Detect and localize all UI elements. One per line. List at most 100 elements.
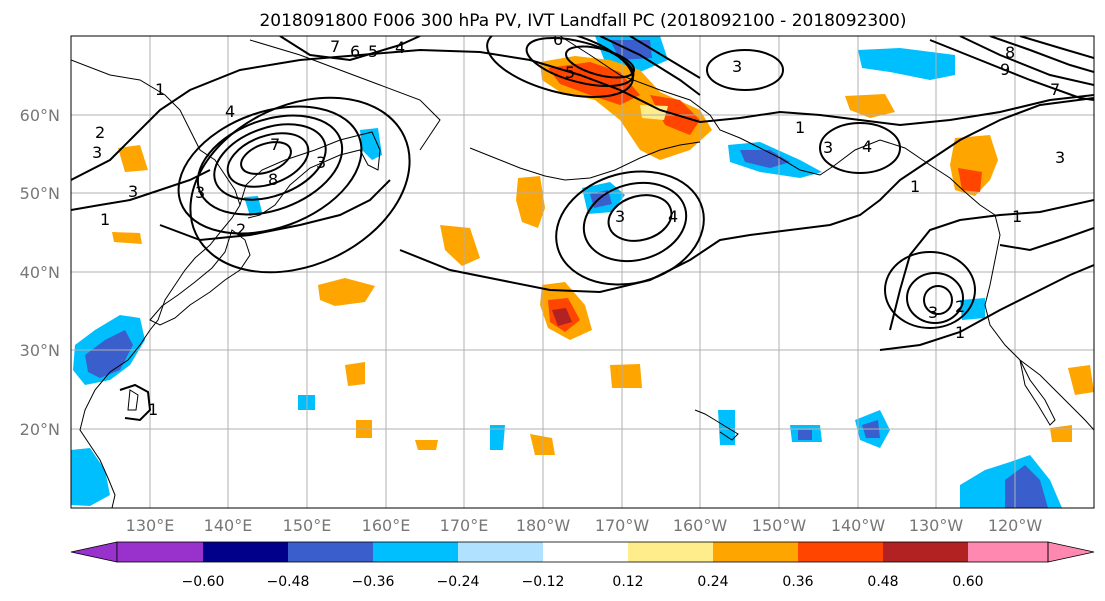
- pv-contour: [884, 251, 976, 329]
- pv-contour: [71, 48, 1094, 181]
- contour-label: 5: [368, 42, 378, 61]
- coastline-asia: [71, 59, 241, 508]
- lon-label: 140°E: [204, 516, 253, 535]
- colorbar-segment: [458, 542, 543, 562]
- coastlines: [71, 36, 1094, 508]
- pv-contour: [486, 36, 634, 98]
- negative-anomaly-core: [798, 430, 812, 440]
- colorbar-segment: [543, 542, 628, 562]
- positive-anomaly-region: [516, 176, 545, 228]
- positive-anomaly-region: [958, 168, 982, 192]
- pv-contour: [706, 49, 784, 91]
- negative-anomaly-region: [244, 196, 262, 216]
- lon-label: 180°W: [516, 516, 571, 535]
- longitude-labels: 130°E 140°E 150°E 160°E 170°E 180°W 170°…: [126, 516, 1043, 535]
- lon-label: 170°W: [595, 516, 650, 535]
- colorbar-tick-label: 0.12: [612, 574, 643, 590]
- colorbar-tick-label: −0.60: [182, 574, 225, 590]
- pv-contour: [629, 36, 701, 79]
- figure-title: 2018091800 F006 300 hPa PV, IVT Landfall…: [259, 11, 906, 31]
- coastline-aleutians: [469, 141, 701, 181]
- lon-label: 160°E: [362, 516, 411, 535]
- colorbar-segment: [203, 542, 288, 562]
- colorbar-tick-label: −0.12: [522, 574, 565, 590]
- pv-contour-labels: 7 6 5 4 6 5 3 8 9 7 1 2 3 4 7 3 8 3 1 3: [92, 30, 1065, 419]
- pv-contour: [999, 227, 1094, 252]
- contour-label: 9: [1000, 60, 1010, 79]
- colorbar-frame: [116, 541, 1049, 563]
- coastline-alaska: [559, 36, 996, 216]
- ivt-shading: [71, 36, 1094, 508]
- contour-label: 6: [553, 30, 563, 49]
- pv-contour: [599, 36, 701, 96]
- pv-contours: [71, 36, 1094, 422]
- contour-label: 4: [862, 137, 872, 156]
- contour-label: 3: [928, 303, 938, 322]
- negative-anomaly-region: [360, 128, 382, 160]
- colorbar-tick-label: −0.36: [352, 574, 395, 590]
- negative-anomaly-region: [490, 425, 505, 450]
- map-panel: 7 6 5 4 6 5 3 8 9 7 1 2 3 4 7 3 8 3 1 3: [70, 30, 1095, 509]
- contour-label: 5: [565, 63, 575, 82]
- contour-label: 3: [195, 183, 205, 202]
- positive-anomaly-region: [118, 145, 148, 172]
- lon-label: 120°W: [988, 516, 1043, 535]
- lon-label: 170°E: [440, 516, 489, 535]
- lon-label: 160°W: [673, 516, 728, 535]
- positive-anomaly-region: [440, 225, 480, 266]
- positive-anomaly-region: [640, 105, 668, 120]
- contour-label: 7: [1050, 80, 1060, 99]
- lat-label: 20°N: [20, 420, 60, 439]
- positive-anomaly-core: [552, 308, 572, 326]
- pv-contour: [565, 45, 635, 79]
- pv-contour: [240, 141, 292, 175]
- pv-contour: [923, 285, 953, 315]
- colorbar-segment: [883, 542, 968, 562]
- pv-contour: [906, 272, 964, 324]
- pv-contour: [929, 39, 1094, 101]
- lat-label: 50°N: [20, 184, 60, 203]
- contour-label: 7: [270, 135, 280, 154]
- pv-contour: [159, 179, 391, 242]
- colorbar-tick-label: 0.48: [867, 574, 898, 590]
- colorbar-segment: [628, 542, 713, 562]
- positive-anomaly-region: [112, 232, 142, 244]
- pv-contour: [279, 36, 421, 62]
- colorbar-segment: [288, 542, 373, 562]
- pv-contour: [525, 37, 635, 87]
- colorbar-segment: [373, 542, 458, 562]
- colorbar-segment: [968, 542, 1048, 562]
- colorbar-segment: [117, 542, 203, 562]
- contour-label: 1: [795, 118, 805, 137]
- colorbar-segment: [713, 542, 798, 562]
- latitude-labels: 60°N 50°N 40°N 30°N 20°N: [20, 106, 60, 439]
- pv-contour: [226, 132, 310, 188]
- pv-contour: [399, 97, 1094, 294]
- pv-contour: [1019, 36, 1094, 59]
- negative-anomaly-core: [85, 330, 133, 378]
- pv-contour: [989, 36, 1094, 73]
- pv-contour: [959, 36, 1094, 86]
- contour-label: 1: [155, 80, 165, 99]
- map-frame: [70, 35, 1095, 509]
- coastline-japan: [149, 229, 251, 326]
- positive-anomaly-region: [1068, 365, 1094, 395]
- colorbar-tick-label: 0.36: [782, 574, 813, 590]
- lon-label: 150°W: [752, 516, 807, 535]
- contour-label: 6: [350, 42, 360, 61]
- coastline-siberia: [249, 39, 441, 151]
- contour-label: 3: [732, 57, 742, 76]
- contour-label: 3: [128, 182, 138, 201]
- lat-label: 40°N: [20, 263, 60, 282]
- colorbar-segment: [798, 542, 883, 562]
- positive-anomaly-region: [345, 362, 365, 386]
- colorbar-tick-label: 0.24: [697, 574, 728, 590]
- lon-label: 130°E: [126, 516, 175, 535]
- lat-label: 30°N: [20, 341, 60, 360]
- pv-contour: [189, 96, 411, 274]
- colorbar-tick-label: 0.60: [952, 574, 983, 590]
- colorbar-tick-label: −0.48: [267, 574, 310, 590]
- contour-label: 4: [668, 207, 678, 226]
- negative-anomaly-region: [858, 48, 955, 80]
